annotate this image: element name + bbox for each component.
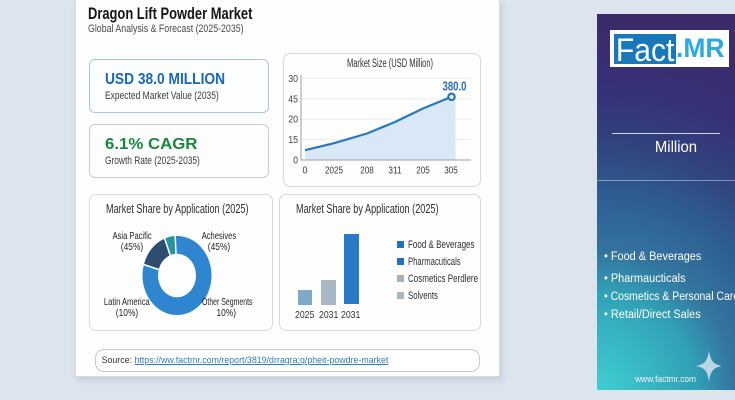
svg-text:0: 0 (293, 156, 298, 167)
svg-text:15: 15 (288, 135, 298, 146)
svg-text:30: 30 (288, 74, 298, 85)
svg-text:Market Size (USD Million): Market Size (USD Million) (347, 58, 433, 70)
svg-text:20: 20 (288, 115, 298, 126)
svg-text:208: 208 (360, 165, 374, 176)
svg-text:380.0: 380.0 (443, 80, 467, 94)
svg-text:0: 0 (303, 165, 308, 176)
svg-text:45: 45 (288, 94, 298, 105)
svg-text:2025: 2025 (325, 165, 343, 176)
svg-text:305: 305 (444, 165, 458, 176)
svg-text:311: 311 (388, 165, 402, 176)
svg-text:205: 205 (416, 165, 430, 176)
